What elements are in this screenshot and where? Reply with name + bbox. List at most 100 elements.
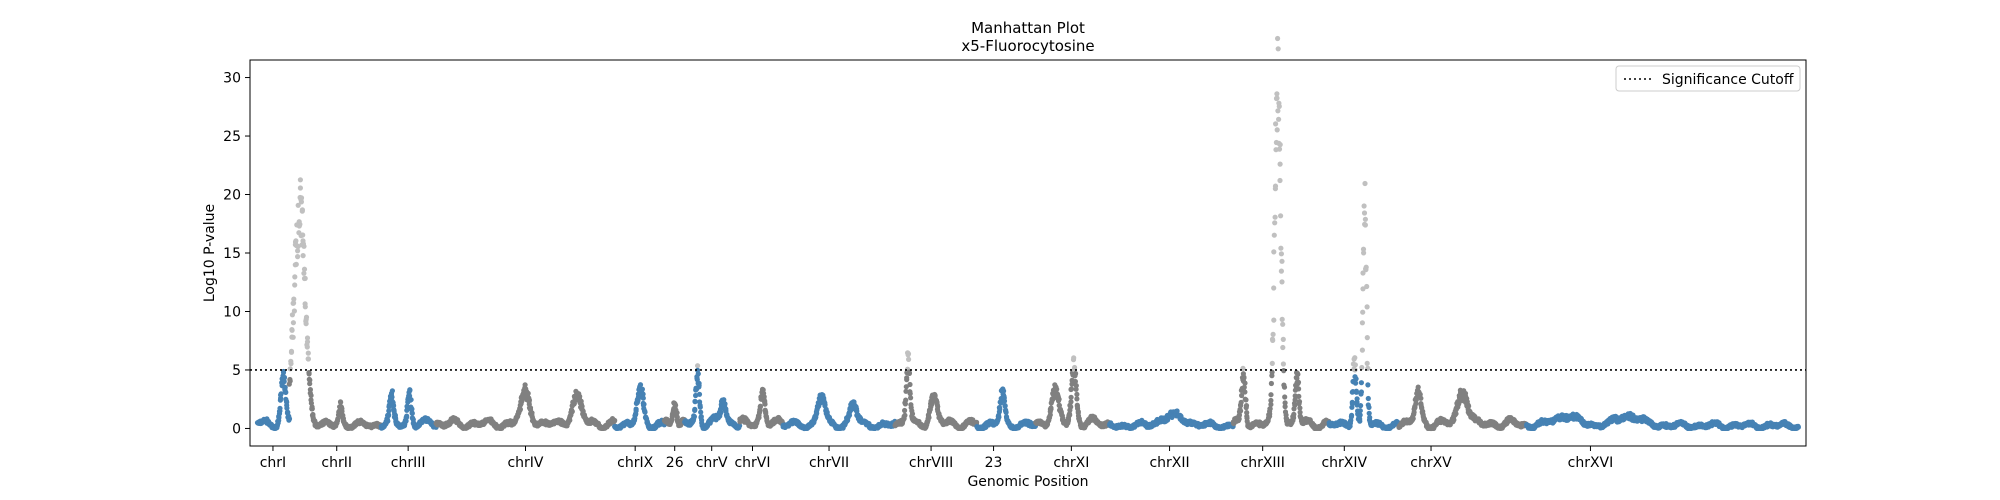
data-point (1281, 384, 1288, 390)
data-point (526, 397, 533, 403)
data-point (673, 402, 679, 408)
data-point (293, 238, 299, 244)
data-point (612, 417, 618, 424)
data-point (1358, 403, 1364, 409)
data-point (1271, 317, 1277, 323)
data-point (1353, 388, 1359, 394)
data-point (1068, 399, 1074, 405)
data-point (1068, 386, 1075, 392)
data-point (297, 177, 303, 183)
data-point (1241, 375, 1247, 381)
data-point (404, 413, 410, 419)
data-point (522, 382, 528, 388)
data-point (997, 406, 1003, 412)
data-point (288, 348, 295, 354)
data-point (641, 401, 647, 407)
data-point (295, 254, 301, 260)
data-point (1269, 373, 1275, 379)
data-point (299, 208, 305, 214)
data-point (633, 408, 639, 414)
data-point (903, 397, 909, 403)
data-point (408, 397, 414, 403)
data-point (1282, 404, 1288, 410)
data-point (904, 375, 910, 381)
data-point (1352, 355, 1358, 361)
data-point (1274, 95, 1280, 101)
data-point (286, 416, 293, 422)
data-point (1280, 336, 1286, 342)
data-point (1357, 408, 1363, 414)
data-point (303, 321, 309, 327)
data-point (1276, 103, 1282, 109)
data-point (697, 404, 703, 410)
data-point (1275, 35, 1281, 42)
data-point (1279, 258, 1285, 264)
data-point (722, 401, 728, 407)
data-point (906, 356, 912, 362)
data-point (1291, 411, 1297, 417)
data-point (1073, 386, 1079, 392)
data-point (1001, 398, 1008, 404)
data-point (1277, 142, 1283, 148)
data-point (695, 371, 701, 377)
data-point (1272, 214, 1278, 220)
data-point (1280, 344, 1286, 351)
data-point (291, 308, 297, 314)
data-point (905, 351, 912, 357)
data-point (1270, 331, 1276, 337)
data-point (292, 274, 298, 280)
data-point (1276, 146, 1283, 152)
data-point (639, 386, 646, 392)
data-point (1349, 412, 1355, 418)
data-point (303, 314, 310, 320)
data-point (281, 378, 287, 385)
data-point (691, 414, 698, 420)
data-point (1243, 397, 1249, 403)
data-point (1275, 46, 1281, 52)
data-point (1278, 213, 1284, 219)
data-point (692, 406, 698, 412)
data-point (304, 344, 310, 350)
data-point (295, 248, 301, 254)
data-point (1359, 320, 1365, 326)
data-point (1364, 360, 1370, 366)
data-point (1270, 337, 1276, 343)
data-point (289, 327, 295, 333)
data-point (1364, 335, 1370, 341)
data-point (698, 409, 704, 415)
data-point (696, 391, 703, 397)
data-point (1418, 395, 1424, 401)
chart-title: Manhattan Plot (971, 19, 1085, 37)
data-point (309, 406, 315, 412)
data-point (1067, 412, 1073, 418)
data-point (1358, 380, 1364, 386)
data-point (1271, 249, 1277, 255)
data-point (517, 406, 524, 412)
data-points (254, 35, 1801, 432)
data-point (695, 363, 701, 369)
data-point (1365, 395, 1371, 402)
data-point (301, 270, 307, 276)
data-point (409, 406, 415, 412)
data-point (1268, 380, 1274, 387)
data-point (1296, 386, 1302, 392)
data-point (1366, 404, 1372, 410)
data-point (290, 320, 296, 326)
data-point (902, 407, 908, 414)
data-point (1280, 361, 1286, 367)
chart-subtitle: x5-Fluorocytosine (961, 37, 1094, 55)
data-point (1352, 362, 1358, 368)
data-point (307, 381, 313, 387)
data-point (569, 408, 575, 415)
data-point (1272, 220, 1278, 226)
data-point (282, 384, 288, 390)
data-point (926, 415, 932, 421)
data-point (391, 407, 397, 413)
data-point (1268, 392, 1274, 398)
data-point (389, 388, 395, 394)
data-point (389, 394, 395, 400)
data-point (696, 382, 702, 388)
data-point (385, 418, 391, 424)
data-point (298, 199, 304, 205)
